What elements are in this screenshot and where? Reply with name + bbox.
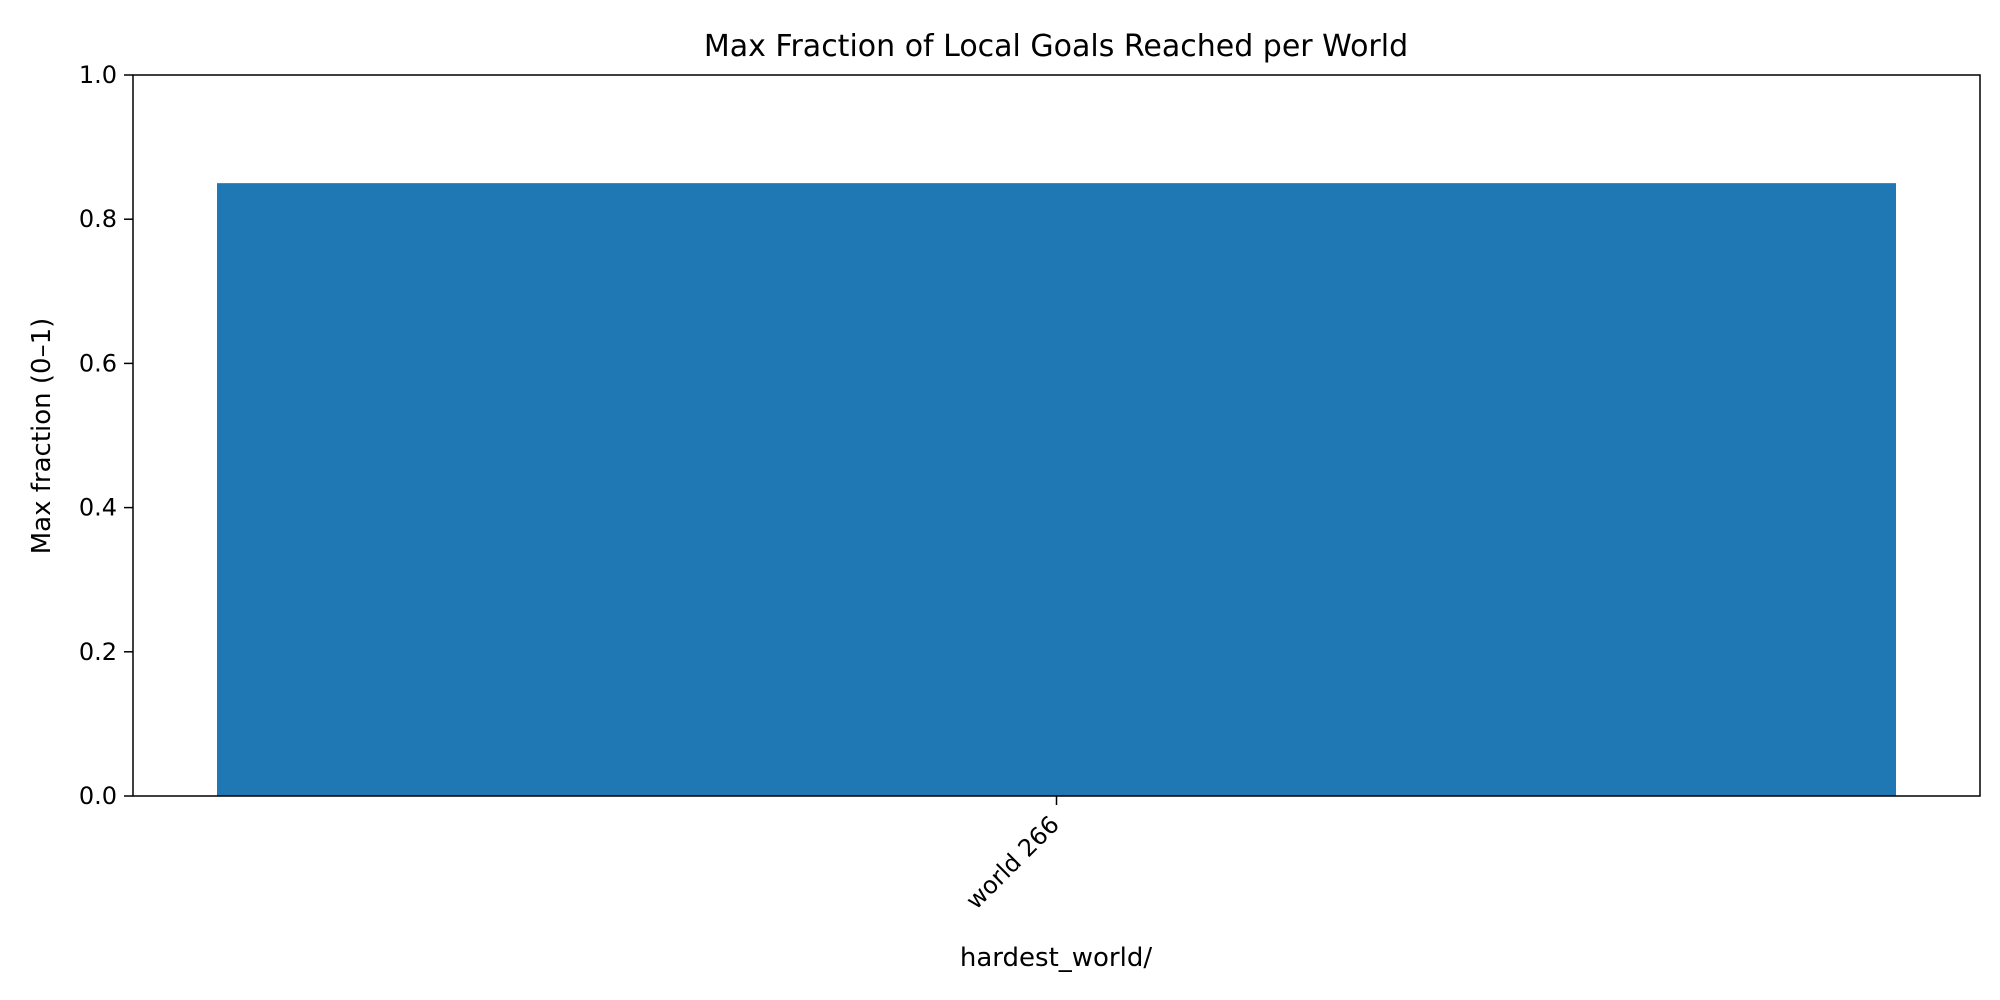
y-tick-label: 0.4 xyxy=(79,494,117,522)
y-tick-label: 0.8 xyxy=(79,205,117,233)
y-axis: 0.0 0.2 0.4 0.6 0.8 1.0 xyxy=(79,61,133,810)
bar-world-266 xyxy=(217,183,1896,796)
y-tick-label: 1.0 xyxy=(79,61,117,89)
chart-title: Max Fraction of Local Goals Reached per … xyxy=(704,29,1408,64)
plot-marks xyxy=(217,183,1896,796)
y-tick-label: 0.2 xyxy=(79,638,117,666)
y-tick-label: 0.6 xyxy=(79,349,117,377)
x-axis-label: hardest_world/ xyxy=(960,943,1152,973)
y-tick-label: 0.0 xyxy=(79,782,117,810)
y-axis-label: Max fraction (0–1) xyxy=(27,318,57,555)
